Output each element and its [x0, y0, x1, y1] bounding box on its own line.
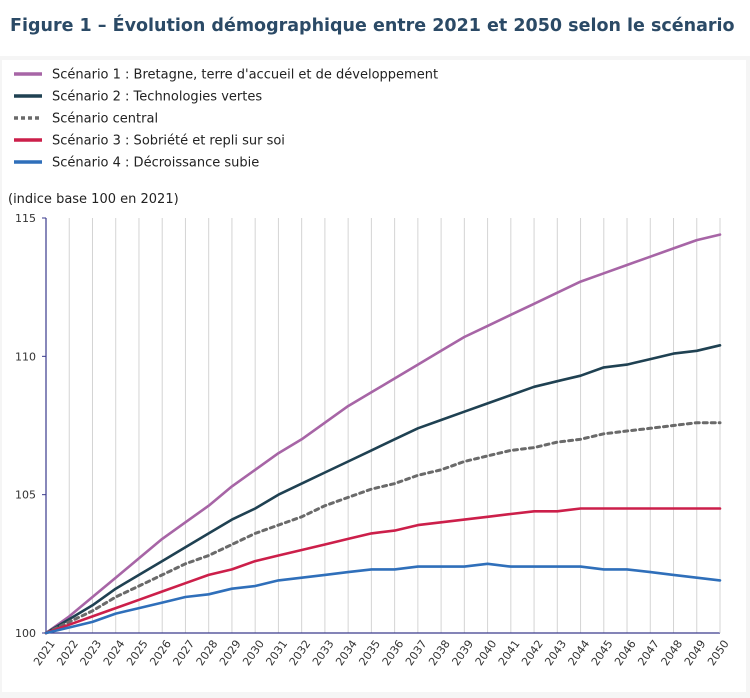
x-tick-label: 2023 [78, 638, 105, 668]
legend-label: Scénario central [52, 112, 158, 127]
x-tick-label: 2025 [124, 638, 151, 668]
x-tick-label: 2035 [356, 638, 383, 668]
series-lines [44, 233, 722, 635]
series-line-5 [44, 562, 722, 635]
x-tick-label: 2050 [705, 638, 732, 668]
x-tick-label: 2046 [612, 638, 639, 668]
x-tick-label: 2027 [171, 638, 198, 668]
line-chart: Scénario 1 : Bretagne, terre d'accueil e… [8, 68, 732, 669]
y-tick-label: 115 [15, 212, 36, 225]
x-tick-label: 2044 [566, 638, 593, 668]
x-tick-label: 2033 [310, 638, 337, 668]
legend-item: Scénario 3 : Sobriété et repli sur soi [14, 134, 285, 149]
y-axis-unit-label: (indice base 100 en 2021) [8, 192, 179, 207]
y-tick-labels: 100 105 110 115 [15, 212, 36, 640]
x-tick-label: 2045 [589, 638, 616, 668]
x-tick-label: 2048 [659, 638, 686, 668]
x-tick-label: 2032 [287, 638, 314, 668]
x-tick-label: 2021 [31, 638, 58, 668]
legend-label: Scénario 4 : Décroissance subie [52, 156, 259, 171]
y-tick-label: 105 [15, 489, 36, 502]
legend-item: Scénario 1 : Bretagne, terre d'accueil e… [14, 68, 438, 83]
series-line-4 [44, 507, 722, 635]
legend-item: Scénario central [14, 112, 158, 127]
x-tick-labels: 2021202220232024202520262027202820292030… [31, 638, 732, 668]
x-tick-label: 2022 [54, 638, 81, 668]
x-tick-label: 2040 [473, 638, 500, 668]
x-tick-label: 2031 [263, 638, 290, 668]
x-tick-label: 2041 [496, 638, 523, 668]
x-tick-label: 2039 [449, 638, 476, 668]
chart-card: Scénario 1 : Bretagne, terre d'accueil e… [2, 60, 746, 692]
series-line-1 [44, 233, 722, 635]
x-tick-label: 2038 [426, 638, 453, 668]
x-tick-label: 2030 [240, 638, 267, 668]
y-tick-label: 100 [15, 627, 36, 640]
x-tick-label: 2047 [635, 638, 662, 668]
legend-item: Scénario 2 : Technologies vertes [14, 90, 262, 105]
x-tick-label: 2042 [519, 638, 546, 668]
legend-label: Scénario 1 : Bretagne, terre d'accueil e… [52, 68, 438, 83]
series-line-3 [44, 421, 722, 635]
figure-title: Figure 1 – Évolution démographique entre… [10, 16, 735, 36]
y-tick-label: 110 [15, 350, 36, 363]
chart-panel: Scénario 1 : Bretagne, terre d'accueil e… [0, 56, 750, 698]
legend-label: Scénario 2 : Technologies vertes [52, 90, 262, 105]
legend-item: Scénario 4 : Décroissance subie [14, 156, 259, 171]
series-line-2 [44, 344, 722, 635]
x-tick-label: 2036 [380, 638, 407, 668]
x-tick-label: 2028 [194, 638, 221, 668]
x-tick-label: 2037 [403, 638, 430, 668]
title-bar: Figure 1 – Évolution démographique entre… [0, 0, 750, 56]
axes [42, 217, 721, 634]
legend: Scénario 1 : Bretagne, terre d'accueil e… [14, 68, 438, 171]
grid [68, 218, 721, 633]
x-tick-label: 2024 [101, 638, 128, 668]
x-tick-label: 2029 [217, 638, 244, 668]
x-tick-label: 2026 [147, 638, 174, 668]
x-tick-label: 2043 [542, 638, 569, 668]
legend-label: Scénario 3 : Sobriété et repli sur soi [52, 134, 285, 149]
x-tick-label: 2049 [682, 638, 709, 668]
x-tick-label: 2034 [333, 638, 360, 668]
